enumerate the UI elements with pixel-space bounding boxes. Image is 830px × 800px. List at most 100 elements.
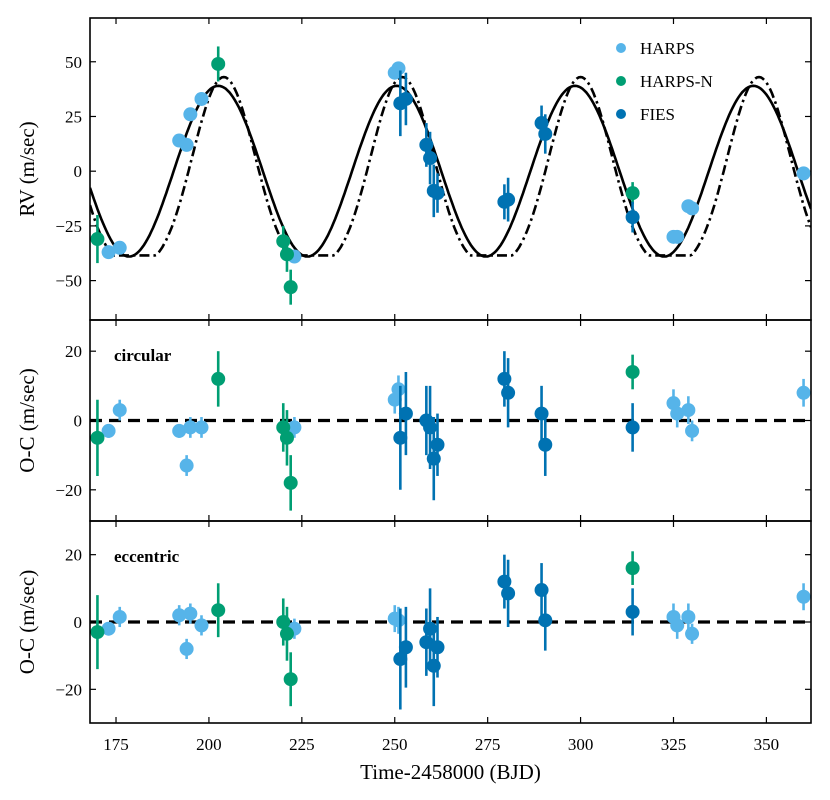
data-point [211, 56, 226, 71]
y-tick-label: −50 [55, 272, 82, 291]
data-point [670, 618, 685, 633]
data-point [179, 137, 194, 152]
series-harps-n [90, 351, 640, 511]
y-tick-label: 20 [65, 342, 82, 361]
data-point [90, 430, 105, 445]
y-tick-label: 25 [65, 107, 82, 126]
data-point [538, 613, 553, 628]
model-curve-circular [90, 84, 811, 258]
data-point [283, 475, 298, 490]
series-harps-n [90, 46, 640, 305]
x-tick-label: 275 [475, 735, 501, 754]
legend-label: HARPS-N [640, 72, 713, 91]
data-point [391, 61, 406, 76]
data-point [393, 652, 408, 667]
data-point [183, 420, 198, 435]
panel-residuals-circular: 20 0 −20 O-C (m/sec) circular [15, 319, 812, 522]
data-point [398, 406, 413, 421]
data-point [501, 385, 516, 400]
data-point [194, 420, 209, 435]
data-point [398, 91, 413, 106]
x-axis-labels: 175 200 225 250 275 300 325 350 Time-2458000 (BJ… [103, 735, 779, 784]
series-harps-n [90, 551, 640, 707]
data-point [179, 641, 194, 656]
x-tick-label: 225 [289, 735, 315, 754]
panel-rv: 50 25 0 −25 −50 RV (m/sec) [15, 17, 812, 321]
data-point [287, 420, 302, 435]
data-point [430, 437, 445, 452]
data-point [172, 608, 187, 623]
data-point [685, 201, 700, 216]
data-point [430, 186, 445, 201]
data-point [625, 186, 640, 201]
data-point [179, 458, 194, 473]
data-point [279, 247, 294, 262]
data-point [90, 232, 105, 247]
model-curve-eccentric [90, 75, 811, 257]
axes-frame [89, 17, 812, 321]
data-point [279, 626, 294, 641]
legend-marker [616, 76, 626, 86]
y-tick-label: 0 [74, 162, 83, 181]
data-point [211, 603, 226, 618]
plot-area [90, 351, 811, 511]
series-fies [393, 351, 640, 501]
y-tick-label: 50 [65, 53, 82, 72]
data-point [391, 613, 406, 628]
data-point [538, 126, 553, 141]
series-fies [393, 70, 640, 233]
legend-marker [616, 43, 626, 53]
data-point [101, 245, 116, 260]
legend-label: HARPS [640, 39, 695, 58]
data-point [398, 640, 413, 655]
data-point [283, 672, 298, 687]
data-point [625, 604, 640, 619]
data-point [501, 586, 516, 601]
legend-marker [616, 109, 626, 119]
data-point [279, 430, 294, 445]
y-tick-label: 0 [74, 613, 83, 632]
data-point [283, 280, 298, 295]
series-harps [101, 61, 811, 264]
data-point [101, 621, 116, 636]
data-point [796, 589, 811, 604]
panel-annotation: circular [114, 346, 172, 365]
data-point [681, 403, 696, 418]
panel-residuals-eccentric: 20 0 −20 O-C (m/sec) eccentric [15, 520, 812, 724]
x-tick-label: 250 [382, 735, 408, 754]
data-point [625, 364, 640, 379]
series-fies [393, 554, 640, 710]
data-point [391, 382, 406, 397]
data-point [90, 625, 105, 640]
data-point [183, 107, 198, 122]
data-point [393, 430, 408, 445]
data-point [670, 229, 685, 244]
plot-area [90, 551, 811, 710]
legend-label: FIES [640, 105, 675, 124]
x-tick-label: 175 [103, 735, 129, 754]
data-point [194, 618, 209, 633]
axes-frame [89, 520, 812, 724]
data-point [685, 626, 700, 641]
y-tick-label: 20 [65, 546, 82, 565]
data-point [211, 371, 226, 386]
y-tick-label: −20 [55, 481, 82, 500]
data-point [685, 423, 700, 438]
y-tick-label: 0 [74, 412, 83, 431]
data-point [430, 640, 445, 655]
data-point [172, 423, 187, 438]
data-point [796, 166, 811, 181]
y-axis-title: O-C (m/sec) [15, 368, 39, 472]
data-point [625, 210, 640, 225]
y-axis-title: RV (m/sec) [15, 121, 39, 216]
data-point [101, 423, 116, 438]
data-point [194, 91, 209, 106]
x-tick-label: 350 [754, 735, 780, 754]
y-axis-title: O-C (m/sec) [15, 570, 39, 674]
y-tick-label: −25 [55, 217, 82, 236]
data-point [501, 192, 516, 207]
plot-area [90, 46, 811, 305]
y-tick-label: −20 [55, 680, 82, 699]
panel-annotation: eccentric [114, 547, 180, 566]
